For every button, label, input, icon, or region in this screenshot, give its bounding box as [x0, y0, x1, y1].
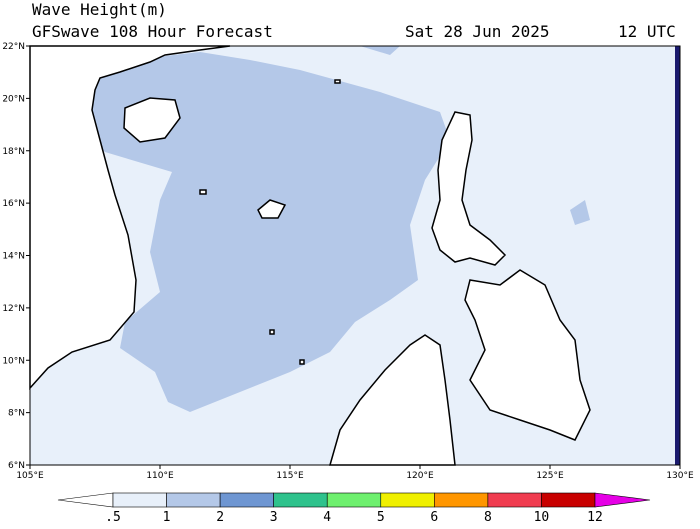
colorbar-label: 2	[216, 510, 224, 525]
subtitle: GFSwave 108 Hour Forecast	[32, 22, 273, 41]
lon-label: 130°E	[666, 471, 694, 481]
map	[29, 45, 681, 466]
lat-label: 8°N	[8, 409, 25, 419]
colorbar-label: 6	[430, 510, 438, 525]
colorbar-label: .5	[105, 510, 121, 525]
colorbar-extend-high	[594, 492, 651, 508]
hainan	[123, 97, 181, 143]
mainland	[29, 45, 231, 390]
colorbar-label: 4	[323, 510, 331, 525]
colorbar-label: 10	[534, 510, 550, 525]
lat-label: 16°N	[2, 199, 25, 209]
colorbar-segment	[487, 492, 542, 508]
colorbar: .5 1 2 3 4 5 6 8 10 12	[57, 492, 651, 525]
colorbar-label: 8	[484, 510, 492, 525]
colorbar-segment	[380, 492, 435, 508]
edge-strip	[675, 46, 680, 465]
lon-label: 120°E	[406, 471, 434, 481]
visayas-mindanao	[464, 269, 591, 441]
colorbar-label: 12	[587, 510, 603, 525]
colorbar-label: 5	[377, 510, 385, 525]
colorbar-segment	[434, 492, 489, 508]
colorbar-label: 1	[163, 510, 171, 525]
lat-label: 18°N	[2, 147, 25, 157]
lon-label: 125°E	[536, 471, 564, 481]
lat-label: 10°N	[2, 356, 25, 366]
borneo	[329, 334, 456, 466]
lat-label: 22°N	[2, 42, 25, 52]
title: Wave Height(m)	[32, 0, 167, 19]
lat-label: 20°N	[2, 94, 25, 104]
colorbar-segment	[219, 492, 274, 508]
date: Sat 28 Jun 2025	[405, 22, 550, 41]
colorbar-segment	[166, 492, 221, 508]
colorbar-extend-low	[57, 492, 114, 508]
lat-label: 12°N	[2, 304, 25, 314]
lon-label: 115°E	[276, 471, 304, 481]
lat-label: 14°N	[2, 252, 25, 262]
lon-label: 110°E	[146, 471, 174, 481]
colorbar-label: 3	[270, 510, 278, 525]
time: 12 UTC	[618, 22, 676, 41]
islets	[199, 79, 341, 365]
colorbar-segment	[541, 492, 596, 508]
wave-region	[70, 52, 450, 412]
lon-label: 105°E	[16, 471, 44, 481]
colorbar-segment	[326, 492, 382, 508]
colorbar-segment	[273, 492, 328, 508]
luzon	[431, 111, 507, 266]
colorbar-segment	[112, 492, 167, 508]
lat-label: 6°N	[8, 461, 25, 471]
